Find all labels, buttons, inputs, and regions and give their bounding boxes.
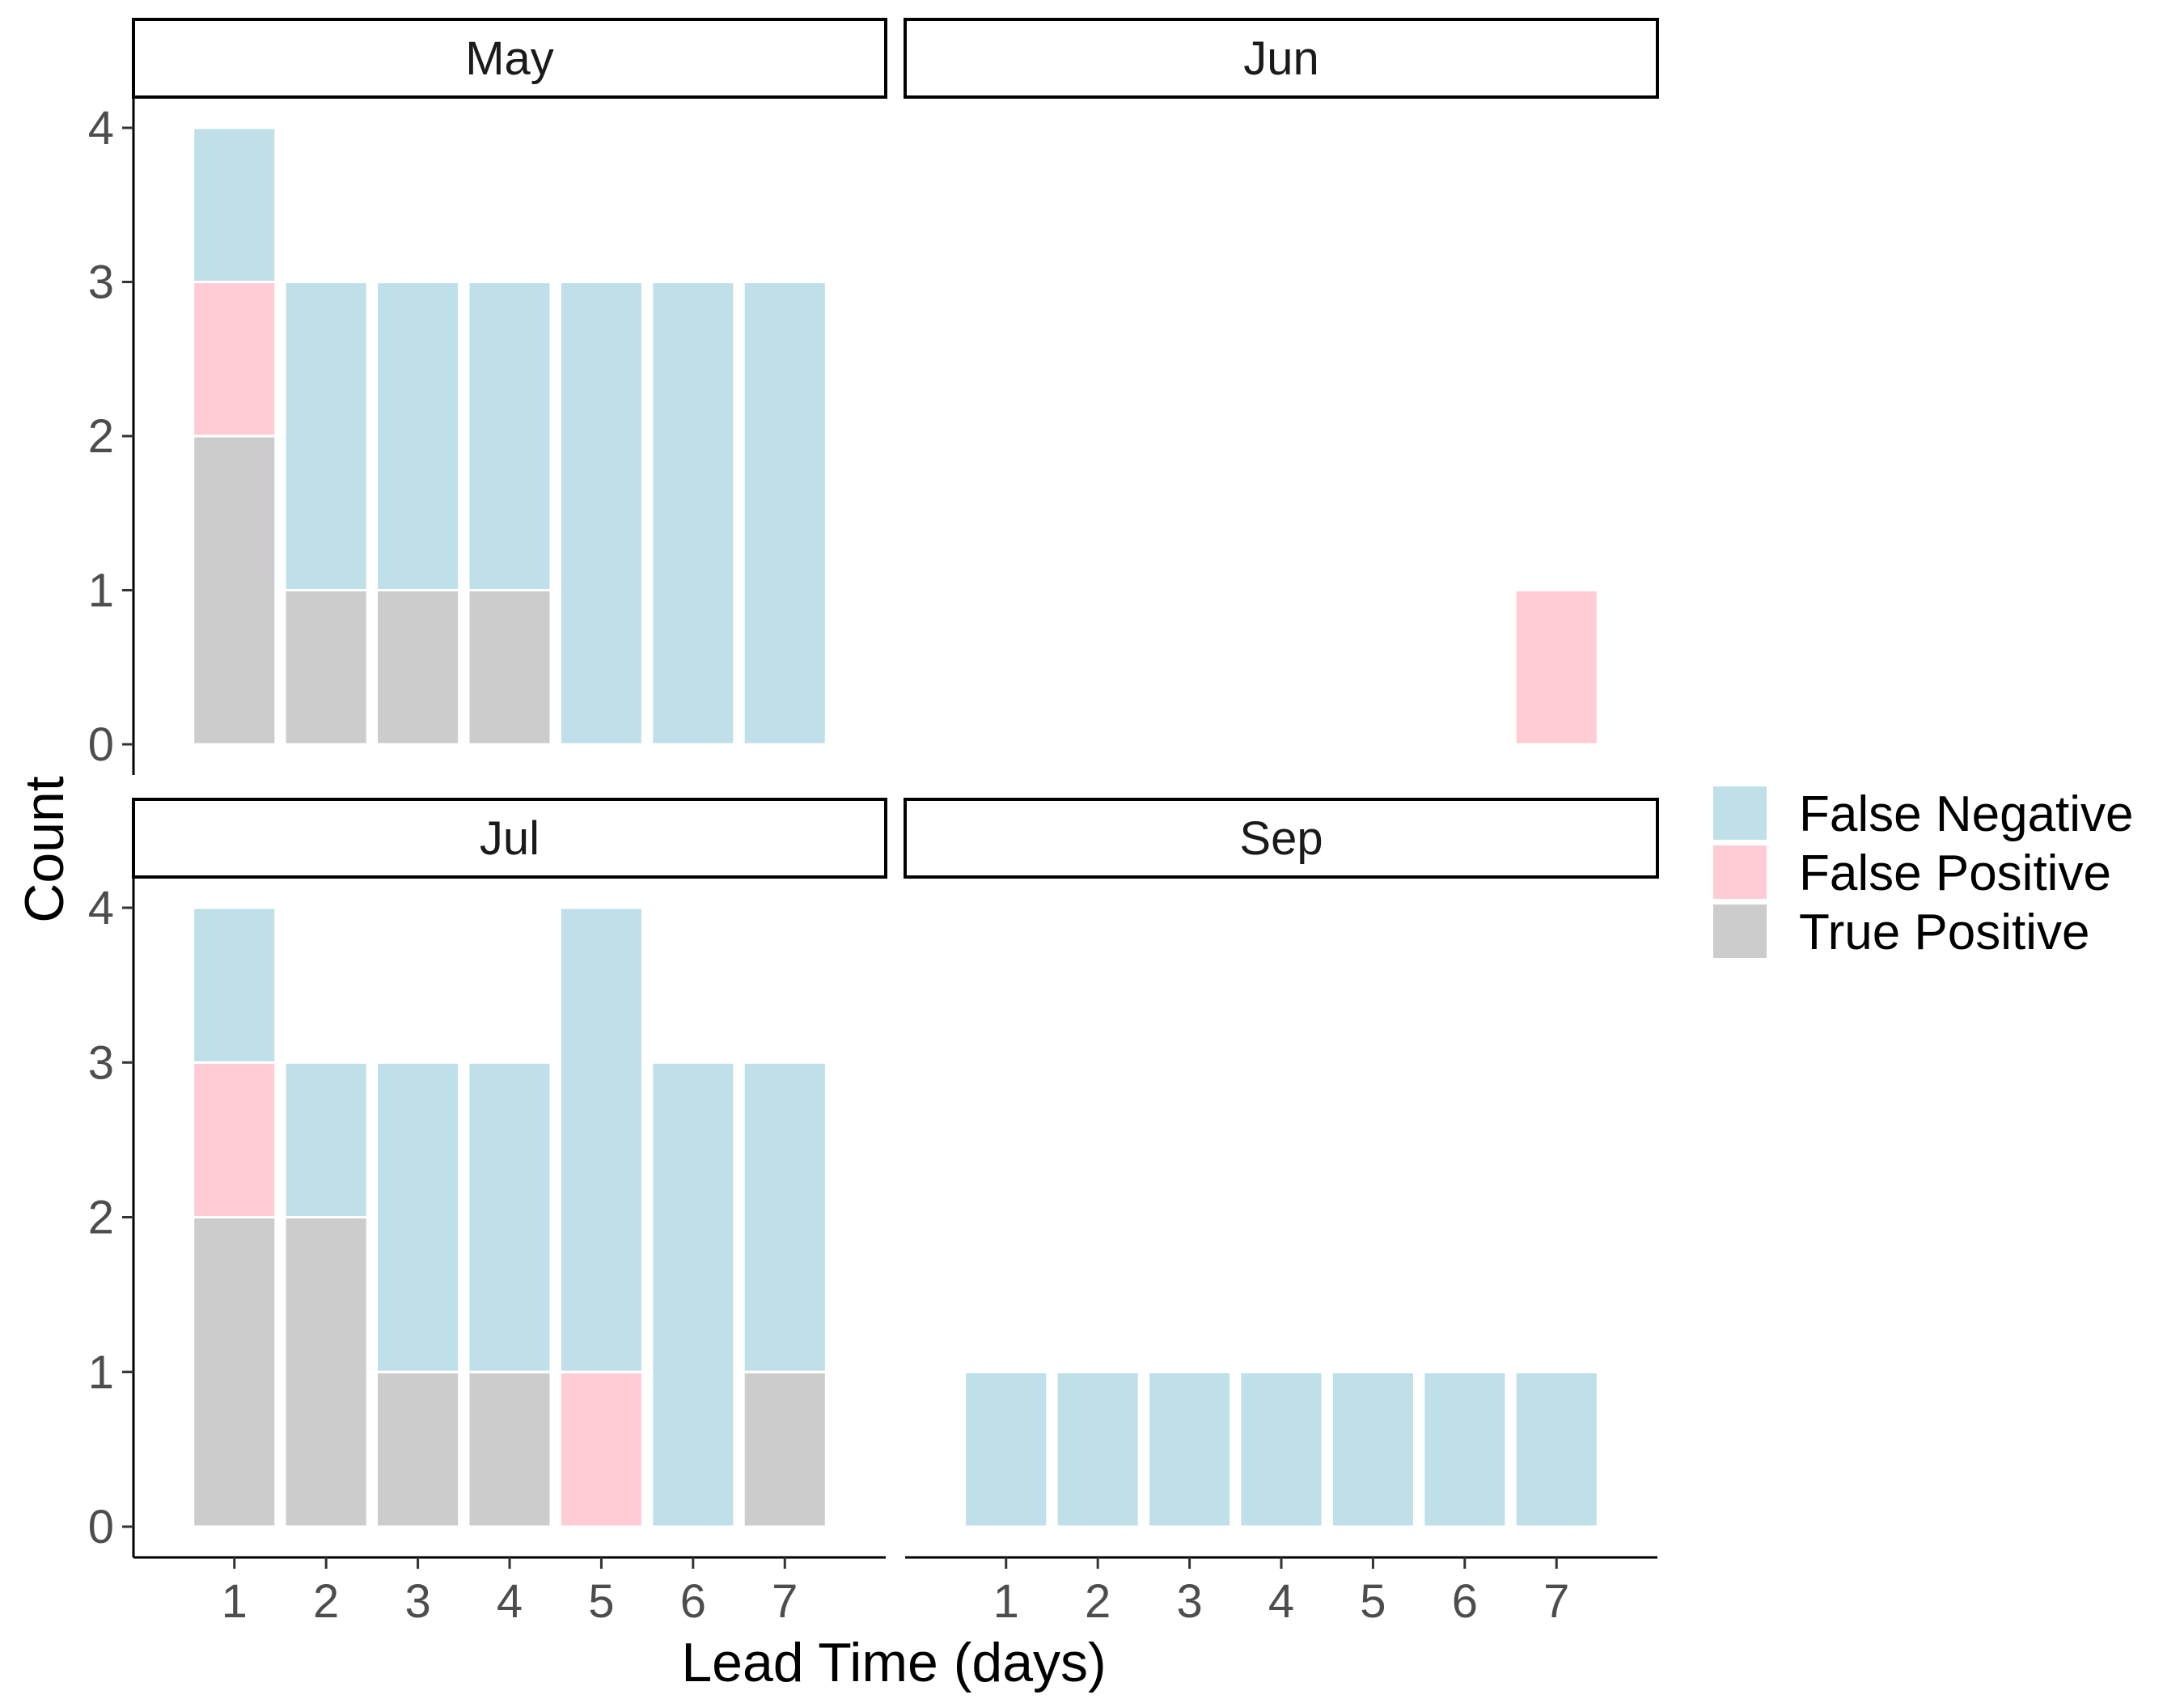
bar-true-positive [283, 1216, 369, 1528]
facet-strip-label: Jun [1243, 32, 1319, 85]
x-tick-label: 4 [1268, 1575, 1294, 1628]
bar-false-negative [1330, 1371, 1416, 1528]
bar-true-positive [467, 1371, 552, 1528]
x-tick-label: 7 [1543, 1575, 1569, 1628]
bar-false-negative [558, 281, 644, 746]
legend-key [1713, 786, 1767, 840]
legend-key [1713, 905, 1767, 958]
bar-true-positive [375, 589, 461, 746]
bar-false-negative [283, 281, 369, 591]
x-tick-label: 5 [588, 1575, 614, 1628]
bar-true-positive [283, 589, 369, 746]
y-tick-label: 3 [88, 256, 114, 309]
y-tick-label: 3 [88, 1036, 114, 1089]
bar-false-negative [1513, 1371, 1599, 1528]
x-tick-label: 2 [1085, 1575, 1111, 1628]
bar-false-negative [742, 1061, 827, 1374]
x-tick-label: 6 [680, 1575, 706, 1628]
bar-false-positive [558, 1371, 644, 1528]
bar-false-negative [467, 1061, 552, 1374]
bar-false-negative [375, 1061, 461, 1374]
bar-false-negative [1238, 1371, 1324, 1528]
bar-false-positive [192, 281, 277, 438]
bar-false-negative [192, 126, 277, 283]
facet-panels: May 0 1 2 3 4 Jun Jul 0 1 2 3 4 1 2 3 4 5 6 7 Sep 1 2 3 4 5 6 7 [88, 18, 1659, 1628]
x-tick-label: 3 [1176, 1575, 1202, 1628]
bar-false-negative [742, 281, 827, 746]
facet-may: May 0 1 2 3 4 [88, 18, 887, 775]
x-tick-label: 7 [772, 1575, 798, 1628]
y-tick-label: 0 [88, 718, 114, 771]
x-tick-label: 5 [1360, 1575, 1386, 1628]
y-tick-label: 4 [88, 882, 114, 934]
facet-strip-label: May [465, 32, 554, 85]
bar-false-negative [192, 906, 277, 1064]
facet-sep: Sep 1 2 3 4 5 6 7 [904, 798, 1659, 1628]
bar-false-negative [650, 1061, 736, 1528]
bar-false-negative [1422, 1371, 1508, 1528]
bar-false-negative [558, 906, 644, 1374]
y-tick-label: 2 [88, 1192, 114, 1244]
y-tick-label: 1 [88, 565, 114, 617]
y-tick-label: 4 [88, 102, 114, 155]
facet-jun: Jun [904, 18, 1659, 746]
bar-true-positive [742, 1371, 827, 1528]
facet-strip [132, 18, 887, 99]
y-tick-label: 2 [88, 410, 114, 463]
facet-strip [132, 798, 887, 879]
y-axis-title: Count [14, 776, 75, 923]
x-axis-title: Lead Time (days) [681, 1632, 1106, 1693]
y-tick-label: 0 [88, 1501, 114, 1553]
x-tick-label: 2 [313, 1575, 339, 1628]
bar-true-positive [375, 1371, 461, 1528]
x-tick-label: 4 [497, 1575, 523, 1628]
legend-item: True Positive [1713, 905, 2090, 960]
y-tick-label: 1 [88, 1346, 114, 1399]
bar-false-negative [650, 281, 736, 746]
bar-false-negative [283, 1061, 369, 1218]
legend-label: False Positive [1799, 845, 2111, 901]
bar-false-negative [467, 281, 552, 591]
x-tick-label: 3 [404, 1575, 430, 1628]
facet-strip [904, 798, 1659, 879]
bar-false-positive [192, 1061, 277, 1218]
facet-strip [904, 18, 1659, 99]
facet-jul: Jul 0 1 2 3 4 1 2 3 4 5 6 7 [88, 798, 887, 1628]
legend-label: False Negative [1799, 786, 2134, 842]
x-tick-label: 1 [222, 1575, 248, 1628]
x-tick-label: 6 [1452, 1575, 1478, 1628]
legend-item: False Positive [1713, 845, 2111, 901]
bar-true-positive [192, 1216, 277, 1528]
bar-false-negative [1147, 1371, 1233, 1528]
bar-false-positive [1513, 589, 1599, 746]
bar-false-negative [963, 1371, 1049, 1528]
facet-strip-label: Sep [1239, 812, 1323, 865]
legend-key [1713, 845, 1767, 899]
facet-strip-label: Jul [480, 812, 540, 865]
bar-false-negative [375, 281, 461, 591]
legend-item: False Negative [1713, 786, 2134, 842]
bar-true-positive [192, 434, 277, 746]
legend-label: True Positive [1799, 905, 2090, 960]
bar-false-negative [1055, 1371, 1141, 1528]
x-tick-label: 1 [993, 1575, 1019, 1628]
bar-true-positive [467, 589, 552, 746]
